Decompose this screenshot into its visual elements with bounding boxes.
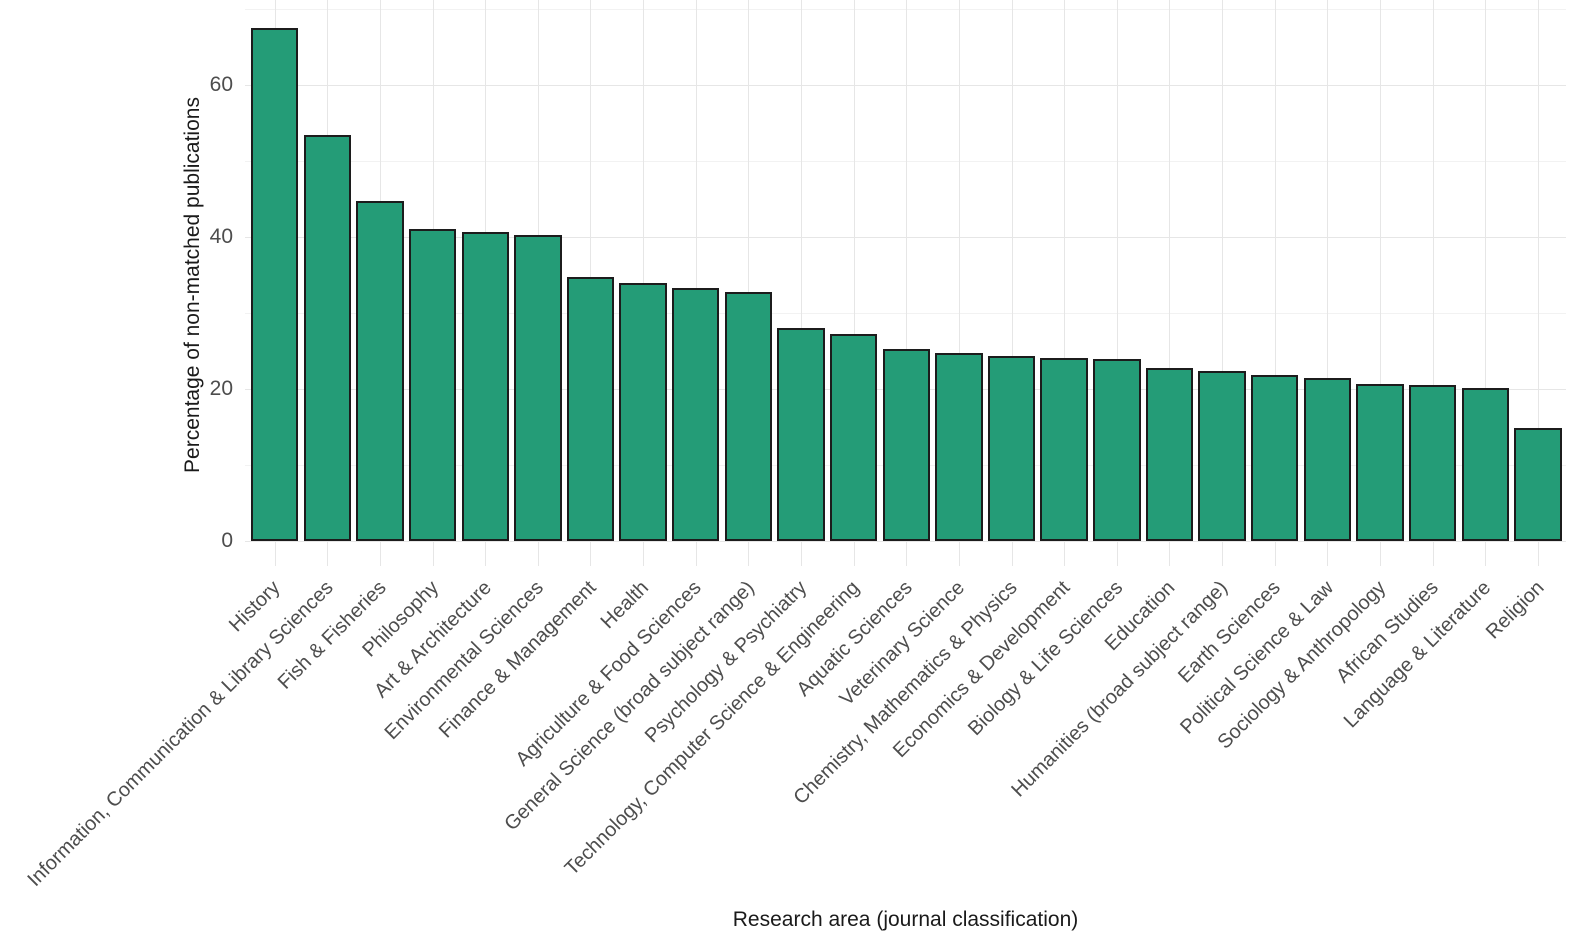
bar-biology-life-sciences	[1093, 358, 1141, 541]
y-tick-label-20: 20	[209, 377, 233, 400]
bar-earth-sciences	[1251, 374, 1299, 541]
bar-political-science-law	[1303, 378, 1352, 541]
gridline-minor-y-50	[245, 161, 1566, 162]
gridline-x-sociology-anthropology	[1379, 0, 1381, 566]
bar-chemistry-mathematics-physics	[987, 355, 1036, 541]
bar-health	[619, 283, 667, 541]
bar-sociology-anthropology	[1356, 383, 1404, 541]
bar-technology-computer-science-engineering	[829, 333, 878, 541]
gridline-major-y-0	[245, 541, 1566, 542]
gridline-x-earth-sciences	[1274, 0, 1276, 566]
x-tick-label-information-communication-library-sciences: Information, Communication & Library Sci…	[23, 576, 338, 891]
bar-religion	[1514, 427, 1562, 541]
gridline-x-psychology-psychiatry	[801, 0, 803, 566]
bar-finance-management	[566, 276, 615, 541]
x-axis-title: Research area (journal classification)	[732, 908, 1079, 931]
gridline-x-technology-computer-science-engineering	[853, 0, 855, 566]
gridline-x-language-literature	[1485, 0, 1487, 566]
gridline-major-y-40	[245, 237, 1566, 238]
bar-fish-fisheries	[356, 200, 404, 541]
gridline-x-biology-life-sciences	[1116, 0, 1118, 566]
bar-aquatic-sciences	[882, 348, 930, 541]
bar-information-communication-library-sciences	[303, 135, 352, 541]
bar-philosophy	[408, 229, 457, 541]
bar-general-science-broad-subject-range	[724, 291, 773, 541]
bar-african-studies	[1408, 385, 1457, 541]
gridline-x-veterinary-science	[958, 0, 960, 566]
gridline-x-economics-development	[1064, 0, 1066, 566]
y-tick-label-40: 40	[209, 225, 233, 248]
gridline-x-general-science-broad-subject-range	[748, 0, 750, 566]
gridline-x-african-studies	[1432, 0, 1434, 566]
gridline-x-chemistry-mathematics-physics	[1011, 0, 1013, 566]
x-tick-label-religion: Religion	[1481, 576, 1549, 644]
y-tick-label-60: 60	[209, 73, 233, 96]
bar-psychology-psychiatry	[777, 328, 825, 541]
gridline-x-aquatic-sciences	[906, 0, 908, 566]
bar-language-literature	[1461, 388, 1509, 541]
bar-education	[1145, 368, 1194, 541]
y-tick-label-0: 0	[221, 529, 233, 552]
gridline-x-agriculture-food-sciences	[695, 0, 697, 566]
bar-environmental-sciences	[514, 234, 562, 541]
bar-history	[251, 28, 299, 541]
y-axis-title: Percentage of non-matched publications	[181, 97, 204, 473]
gridline-x-education	[1169, 0, 1171, 566]
bar-agriculture-food-sciences	[672, 287, 720, 541]
bar-economics-development	[1040, 357, 1088, 541]
bar-veterinary-science	[935, 353, 983, 541]
bar-humanities-broad-subject-range	[1198, 370, 1246, 541]
gridline-x-health	[643, 0, 645, 566]
gridline-minor-y-30	[245, 313, 1566, 314]
gridline-x-humanities-broad-subject-range	[1222, 0, 1224, 566]
gridline-major-y-60	[245, 85, 1566, 86]
bar-art-architecture	[461, 231, 509, 541]
gridline-minor-y-70	[245, 9, 1566, 10]
gridline-x-religion	[1537, 0, 1539, 566]
gridline-x-political-science-law	[1327, 0, 1329, 566]
